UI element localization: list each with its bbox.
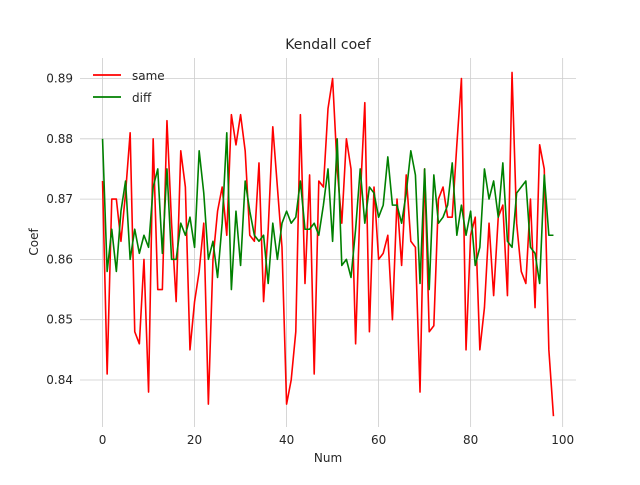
y-tick-label: 0.87	[46, 192, 73, 206]
y-tick-label: 0.86	[46, 252, 73, 266]
x-tick-label: 80	[463, 433, 478, 447]
y-tick-label: 0.84	[46, 373, 73, 387]
chart-title: Kendall coef	[285, 37, 372, 53]
x-tick-label: 100	[551, 433, 574, 447]
y-axis-label: Coef	[27, 228, 41, 256]
x-tick-label: 40	[279, 433, 294, 447]
tick-labels: 0 20 40 60 80 100 0.84 0.85 0.86 0.87 0.88 0.89	[46, 72, 574, 448]
series-layer	[101, 71, 555, 417]
y-tick-label: 0.89	[46, 72, 73, 86]
grid	[80, 58, 576, 427]
y-tick-label: 0.85	[46, 313, 73, 327]
legend-label-diff: diff	[132, 91, 152, 105]
legend: same diff	[93, 69, 165, 105]
x-tick-label: 20	[187, 433, 202, 447]
series-line-diff	[101, 131, 554, 291]
x-tick-label: 0	[99, 433, 107, 447]
y-tick-label: 0.88	[46, 132, 73, 146]
x-axis-label: Num	[314, 451, 342, 465]
legend-label-same: same	[132, 69, 165, 83]
x-tick-label: 60	[371, 433, 386, 447]
